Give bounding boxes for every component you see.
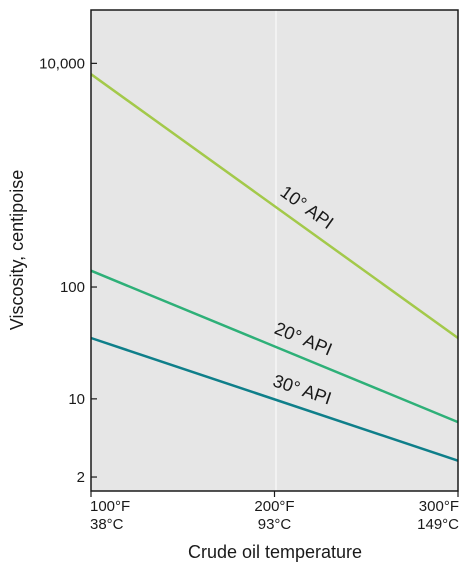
x-tick-label-f-3: 300°F [419,498,459,515]
series-line-1 [90,73,459,340]
x-axis-title: Crude oil temperature [188,542,362,562]
y-tick-label-3: 10 [68,391,85,408]
x-tick-label-c-1: 38°C [90,516,124,533]
x-tick-label-f-1: 100°F [90,498,130,515]
y-tick-label-4: 2 [77,469,85,486]
series-line-3 [90,336,459,462]
x-tick-label-c-3: 149°C [417,516,459,533]
y-tick-label-2: 100 [60,279,85,296]
y-axis-ticks: 10,000 100 10 2 [39,55,97,486]
y-axis-title: Viscosity, centipoise [7,170,27,330]
series-line-2 [90,269,459,424]
y-tick-label-1: 10,000 [39,55,85,72]
plot-background [91,10,458,491]
x-tick-label-f-2: 200°F [254,498,294,515]
x-tick-label-c-2: 93°C [258,516,292,533]
